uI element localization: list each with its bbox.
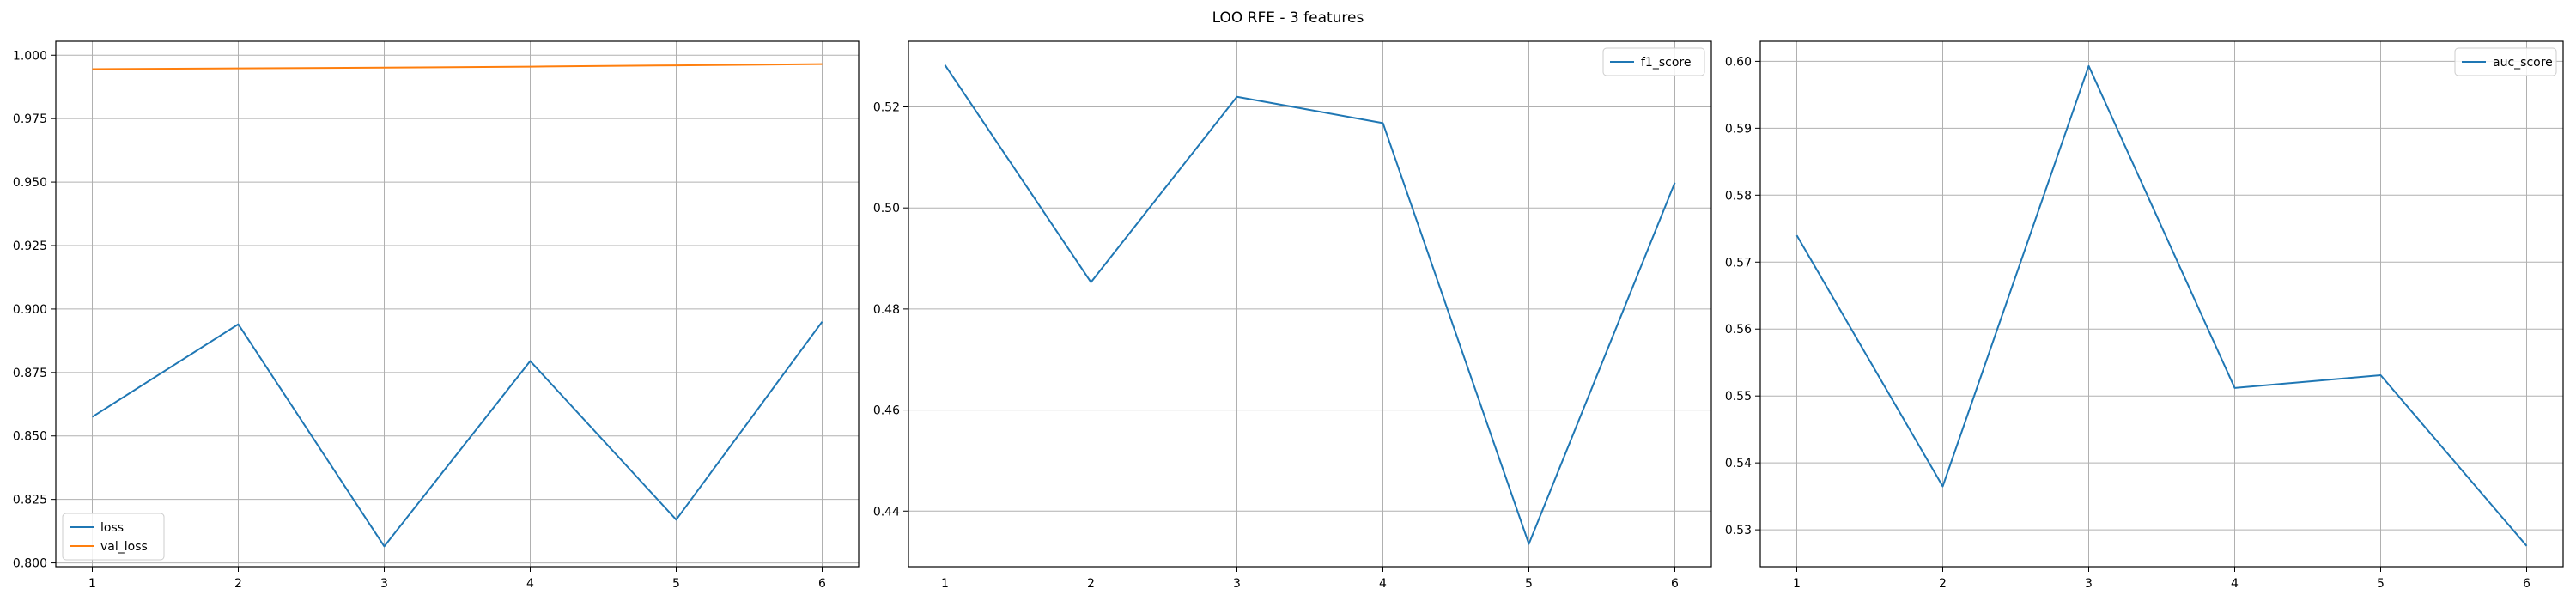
y-tick-label: 0.800 [13,557,47,571]
y-tick-label: 0.850 [13,430,47,444]
x-tick-label: 4 [2231,577,2239,591]
y-tick-label: 0.54 [1725,457,1752,470]
y-tick-label: 0.50 [873,202,900,216]
y-tick-label: 0.975 [13,112,47,126]
x-tick-label: 6 [818,577,826,591]
y-tick-label: 0.875 [13,367,47,380]
panel-2: 1 2 3 4 5 6 0.44 0.46 0.48 0.50 0.52 f1_score [873,40,1712,591]
x-tick-label: 3 [380,577,388,591]
y-tick-label: 0.58 [1725,189,1752,203]
x-tick-label: 5 [672,577,680,591]
legend-box [2454,47,2557,76]
legend: auc_score [2454,47,2557,76]
y-tick-label: 0.57 [1725,256,1752,270]
x-tick-label: 1 [941,577,949,591]
figure-title: LOO RFE - 3 features [1212,9,1364,27]
y-tick-label: 1.000 [13,49,47,63]
y-tick-label: 0.53 [1725,524,1752,537]
y-tick-label: 0.59 [1725,122,1752,136]
x-tick-label: 6 [2523,577,2530,591]
y-tick-label: 0.52 [873,101,900,115]
panel-1: 1 2 3 4 5 6 0.800 0.825 0.850 0.875 0.900 0.925 0.95… [13,40,860,591]
x-tick-label: 6 [1671,577,1679,591]
y-tick-label: 0.56 [1725,323,1752,337]
x-tick-label: 4 [526,577,534,591]
y-tick-label: 0.900 [13,303,47,317]
series-line-val_loss [92,63,823,70]
axes-frame [55,40,860,568]
y-tick-label: 0.60 [1725,55,1752,69]
x-tick-label: 2 [1087,577,1095,591]
x-tick-label: 1 [88,577,96,591]
x-tick-label: 5 [1525,577,1533,591]
axes-frame [1759,40,2564,568]
y-tick-label: 0.950 [13,176,47,190]
panel-3: 1 2 3 4 5 6 0.53 0.54 0.55 0.56 0.57 0.58 0.59 0.60 au… [1725,40,2564,591]
x-tick-label: 5 [2377,577,2385,591]
y-tick-label: 0.925 [13,240,47,253]
x-tick-label: 2 [234,577,242,591]
x-tick-label: 4 [1379,577,1387,591]
series-line-f1_score [944,64,1676,545]
legend: loss val_loss [62,513,165,561]
legend-label: val_loss [100,540,148,554]
legend: f1_score [1602,47,1705,76]
y-tick-label: 0.44 [873,505,900,519]
y-tick-label: 0.55 [1725,390,1752,404]
legend-label: loss [100,521,124,535]
series-line-loss [91,321,823,548]
y-tick-label: 0.48 [873,303,900,317]
x-tick-label: 2 [1939,577,1947,591]
legend-box [62,513,165,561]
x-tick-label: 3 [2085,577,2093,591]
x-tick-label: 3 [1233,577,1241,591]
series-line-auc_score [1795,64,2528,547]
y-tick-label: 0.825 [13,494,47,507]
legend-box [1602,47,1705,76]
legend-label: auc_score [2493,56,2553,70]
x-tick-label: 1 [1793,577,1801,591]
y-tick-label: 0.46 [873,404,900,418]
legend-label: f1_score [1641,56,1691,70]
axes-frame [908,40,1712,568]
